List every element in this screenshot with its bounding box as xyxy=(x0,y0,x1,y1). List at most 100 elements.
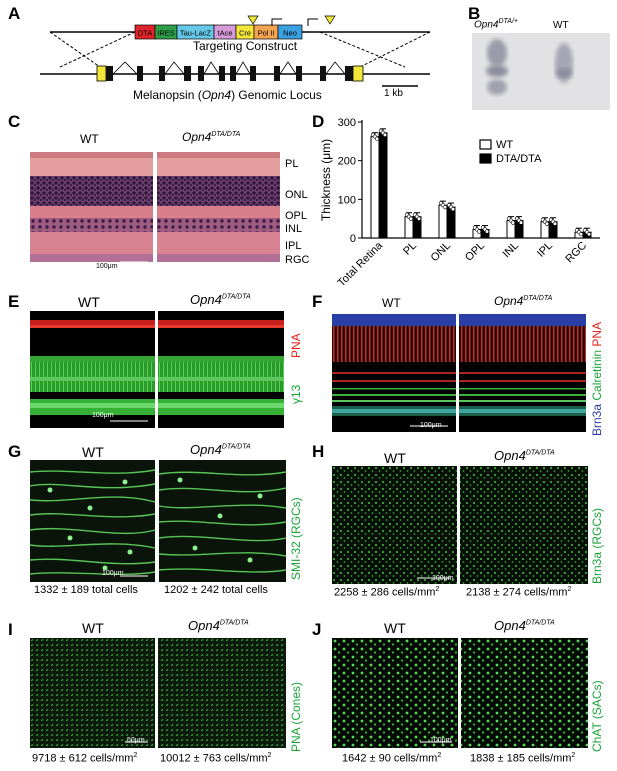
panel-c-mut-label: Opn4DTA/DTA xyxy=(182,130,241,144)
blot-lane1-label: Opn4DTA/+ xyxy=(474,18,518,31)
panel-c-wt-label: WT xyxy=(80,132,99,146)
data-point xyxy=(408,216,414,221)
data-point xyxy=(382,132,388,137)
bar-dta-total-retina xyxy=(378,132,388,239)
bar-dta-onl xyxy=(446,206,456,239)
construct-box-neo xyxy=(277,24,303,40)
panel-label-g: G xyxy=(8,442,22,461)
pna-gamma13-micrograph xyxy=(30,311,284,428)
construct-label-cre: Cre xyxy=(239,29,251,38)
data-point xyxy=(442,205,448,210)
construct-label-neo: Neo xyxy=(283,29,297,38)
construct-title: Targeting Construct xyxy=(193,39,298,53)
panel-h-count-wt: 2258 ± 286 cells/mm2 xyxy=(334,586,440,599)
layer-label-rgc: RGC xyxy=(285,254,310,266)
panel-label-b: B xyxy=(468,4,481,23)
brn3a-rgc-micrograph xyxy=(332,466,588,584)
panel-f-mut-label: Opn4DTA/DTA xyxy=(494,294,553,308)
legend-label: DTA/DTA xyxy=(496,153,542,165)
y-tick-label: 200 xyxy=(338,156,356,168)
y-axis-label: Thickness (μm) xyxy=(319,139,333,221)
panel-label-j: J xyxy=(312,620,322,639)
y-tick-label: 300 xyxy=(338,117,356,129)
panel-g-wt-label: WT xyxy=(82,444,104,460)
panel-j-count-mut: 1838 ± 185 cells/mm2 xyxy=(470,752,576,765)
panel-j-scale-label: 100μm xyxy=(430,737,452,744)
layer-label-opl: OPL xyxy=(285,210,308,222)
panel-i-wt-label: WT xyxy=(82,620,104,636)
panel-e-mut-label: Opn4DTA/DTA xyxy=(190,292,251,307)
panel-j-count-wt: 1642 ± 90 cells/mm2 xyxy=(342,752,442,765)
legend-label: WT xyxy=(496,139,513,151)
panel-f-wt-label: WT xyxy=(382,296,401,310)
southern-blot-image xyxy=(472,33,610,110)
panel-label-f: F xyxy=(312,292,323,311)
bar-wt-onl xyxy=(438,204,448,239)
panel-g-stain: SMI-32 (RGCs) xyxy=(289,497,303,580)
panel-label-a: A xyxy=(8,4,21,23)
panel-i-stain: PNA (Cones) xyxy=(289,681,303,752)
chat-sac-micrograph xyxy=(332,638,588,748)
data-point xyxy=(510,220,516,225)
brn3a-calretinin-pna-micrograph xyxy=(332,314,586,432)
panel-i-count-wt: 9718 ± 612 cells/mm2 xyxy=(32,752,138,765)
panel-j-wt-label: WT xyxy=(384,620,406,636)
panel-h-stain: Brn3a (RGCs) xyxy=(590,507,604,584)
construct-label-dta: DTA xyxy=(138,29,152,38)
y-tick-label: 0 xyxy=(350,233,356,245)
legend-swatch xyxy=(479,139,492,150)
panel-e-wt-label: WT xyxy=(78,294,100,310)
data-point xyxy=(450,206,456,212)
x-tick-label: OPL xyxy=(463,240,487,264)
layer-label-onl: ONL xyxy=(285,189,308,201)
panel-h-wt-label: WT xyxy=(384,450,406,466)
panel-g-count-mut: 1202 ± 242 total cells xyxy=(164,584,268,596)
panel-e-stain-gamma13: γ13 xyxy=(289,384,303,404)
panel-e-stain-pna: PNA xyxy=(289,333,303,358)
panel-e-scale-label: 100μm xyxy=(92,412,114,419)
data-point xyxy=(484,229,490,234)
x-tick-label: RGC xyxy=(563,240,589,266)
panel-h-mut-label: Opn4DTA/DTA xyxy=(494,448,555,463)
panel-g-mut-label: Opn4DTA/DTA xyxy=(190,442,251,457)
panel-i-count-mut: 10012 ± 763 cells/mm2 xyxy=(160,752,272,765)
he-retina-section-image xyxy=(30,146,280,271)
x-tick-label: IPL xyxy=(535,240,555,260)
thickness-bar-chart: 0 100 200 300 Thickness (μm) Total Retina PL ON… xyxy=(319,117,600,289)
construct-label-pol-ii: Pol II xyxy=(257,29,274,38)
panel-i-mut-label: Opn4DTA/DTA xyxy=(188,618,249,633)
legend-swatch xyxy=(479,153,492,164)
x-tick-label: INL xyxy=(501,240,522,261)
panel-h-count-mut: 2138 ± 274 cells/mm2 xyxy=(466,586,572,599)
y-tick-label: 100 xyxy=(338,194,356,206)
layer-label-inl: INL xyxy=(285,223,303,235)
data-point xyxy=(578,232,584,237)
genomic-scale-label: 1 kb xyxy=(384,88,403,99)
panel-c-scale-label: 100μm xyxy=(96,263,118,270)
x-tick-label: Total Retina xyxy=(336,239,386,289)
panel-label-i: I xyxy=(8,620,13,639)
construct-label-tau-lacz: Tau-LacZ xyxy=(180,29,212,38)
data-point xyxy=(518,220,524,225)
panel-f-stain-label: Brn3a Calretinin PNA xyxy=(590,321,604,436)
panel-g-count-wt: 1332 ± 189 total cells xyxy=(34,584,138,596)
data-point xyxy=(416,216,422,221)
x-tick-label: ONL xyxy=(429,240,453,264)
data-point xyxy=(552,221,558,226)
bar-wt-total-retina xyxy=(370,136,380,239)
panel-label-h: H xyxy=(312,442,325,461)
panel-h-scale-label: 100μm xyxy=(432,575,454,582)
blot-lane2-label: WT xyxy=(553,20,569,31)
x-tick-label: PL xyxy=(401,240,419,258)
panel-label-c: C xyxy=(8,112,21,131)
panel-f-scale-text: 100μm xyxy=(420,422,442,429)
panel-label-d: D xyxy=(312,112,325,131)
smi32-rgc-micrograph xyxy=(30,460,286,582)
data-point xyxy=(586,232,592,237)
layer-label-ipl: IPL xyxy=(285,240,302,252)
construct-label-tace: tAce xyxy=(217,29,232,38)
targeting-construct-diagram: DTA IRES Tau-LacZ tAce Cre Pol II Neo xyxy=(40,15,431,87)
panel-j-mut-label: Opn4DTA/DTA xyxy=(494,618,555,633)
pna-cones-micrograph xyxy=(30,638,286,748)
data-point xyxy=(544,221,550,226)
